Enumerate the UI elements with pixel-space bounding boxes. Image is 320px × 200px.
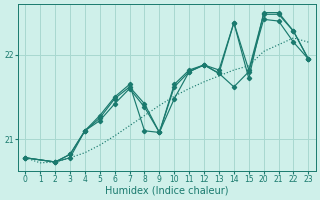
X-axis label: Humidex (Indice chaleur): Humidex (Indice chaleur): [105, 186, 228, 196]
